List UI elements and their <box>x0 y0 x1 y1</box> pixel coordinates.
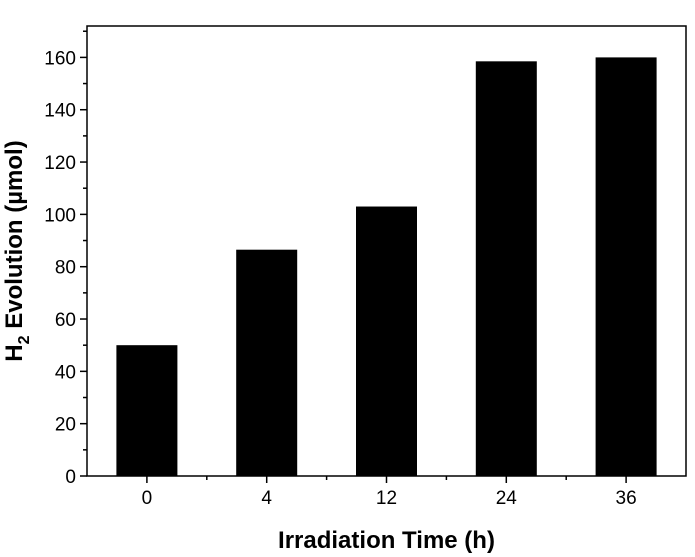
bar-12 <box>356 206 417 476</box>
y-axis-title-suffix: Evolution (µmol) <box>1 140 28 335</box>
y-tick-label: 100 <box>44 205 76 226</box>
bar-36 <box>595 57 657 476</box>
y-tick-label: 80 <box>55 258 76 279</box>
bars-group <box>116 57 657 477</box>
y-axis: 0 20 40 60 80 100 120 140 160 <box>44 30 87 488</box>
x-tick-label: 36 <box>616 488 637 509</box>
x-axis: 0 4 12 24 36 <box>142 476 637 509</box>
y-tick-label: 0 <box>65 467 76 488</box>
x-tick-label: 0 <box>142 488 153 509</box>
y-tick-label: 140 <box>44 101 76 122</box>
x-axis-title: Irradiation Time (h) <box>278 527 495 554</box>
y-axis-title: H2 Evolution (µmol) <box>1 140 33 361</box>
x-tick-label: 24 <box>496 488 518 509</box>
bar-24 <box>475 61 537 477</box>
y-axis-title-prefix: H <box>1 344 28 361</box>
y-tick-label: 160 <box>44 48 76 69</box>
y-tick-label: 40 <box>55 362 76 383</box>
y-tick-label: 60 <box>55 310 76 331</box>
x-tick-label: 12 <box>376 488 397 509</box>
y-axis-title-subscript: 2 <box>16 335 33 344</box>
bar-4 <box>236 249 298 476</box>
y-tick-label: 120 <box>44 153 76 174</box>
bar-0 <box>116 345 178 476</box>
x-tick-label: 4 <box>261 488 272 509</box>
y-tick-label: 20 <box>55 415 76 436</box>
